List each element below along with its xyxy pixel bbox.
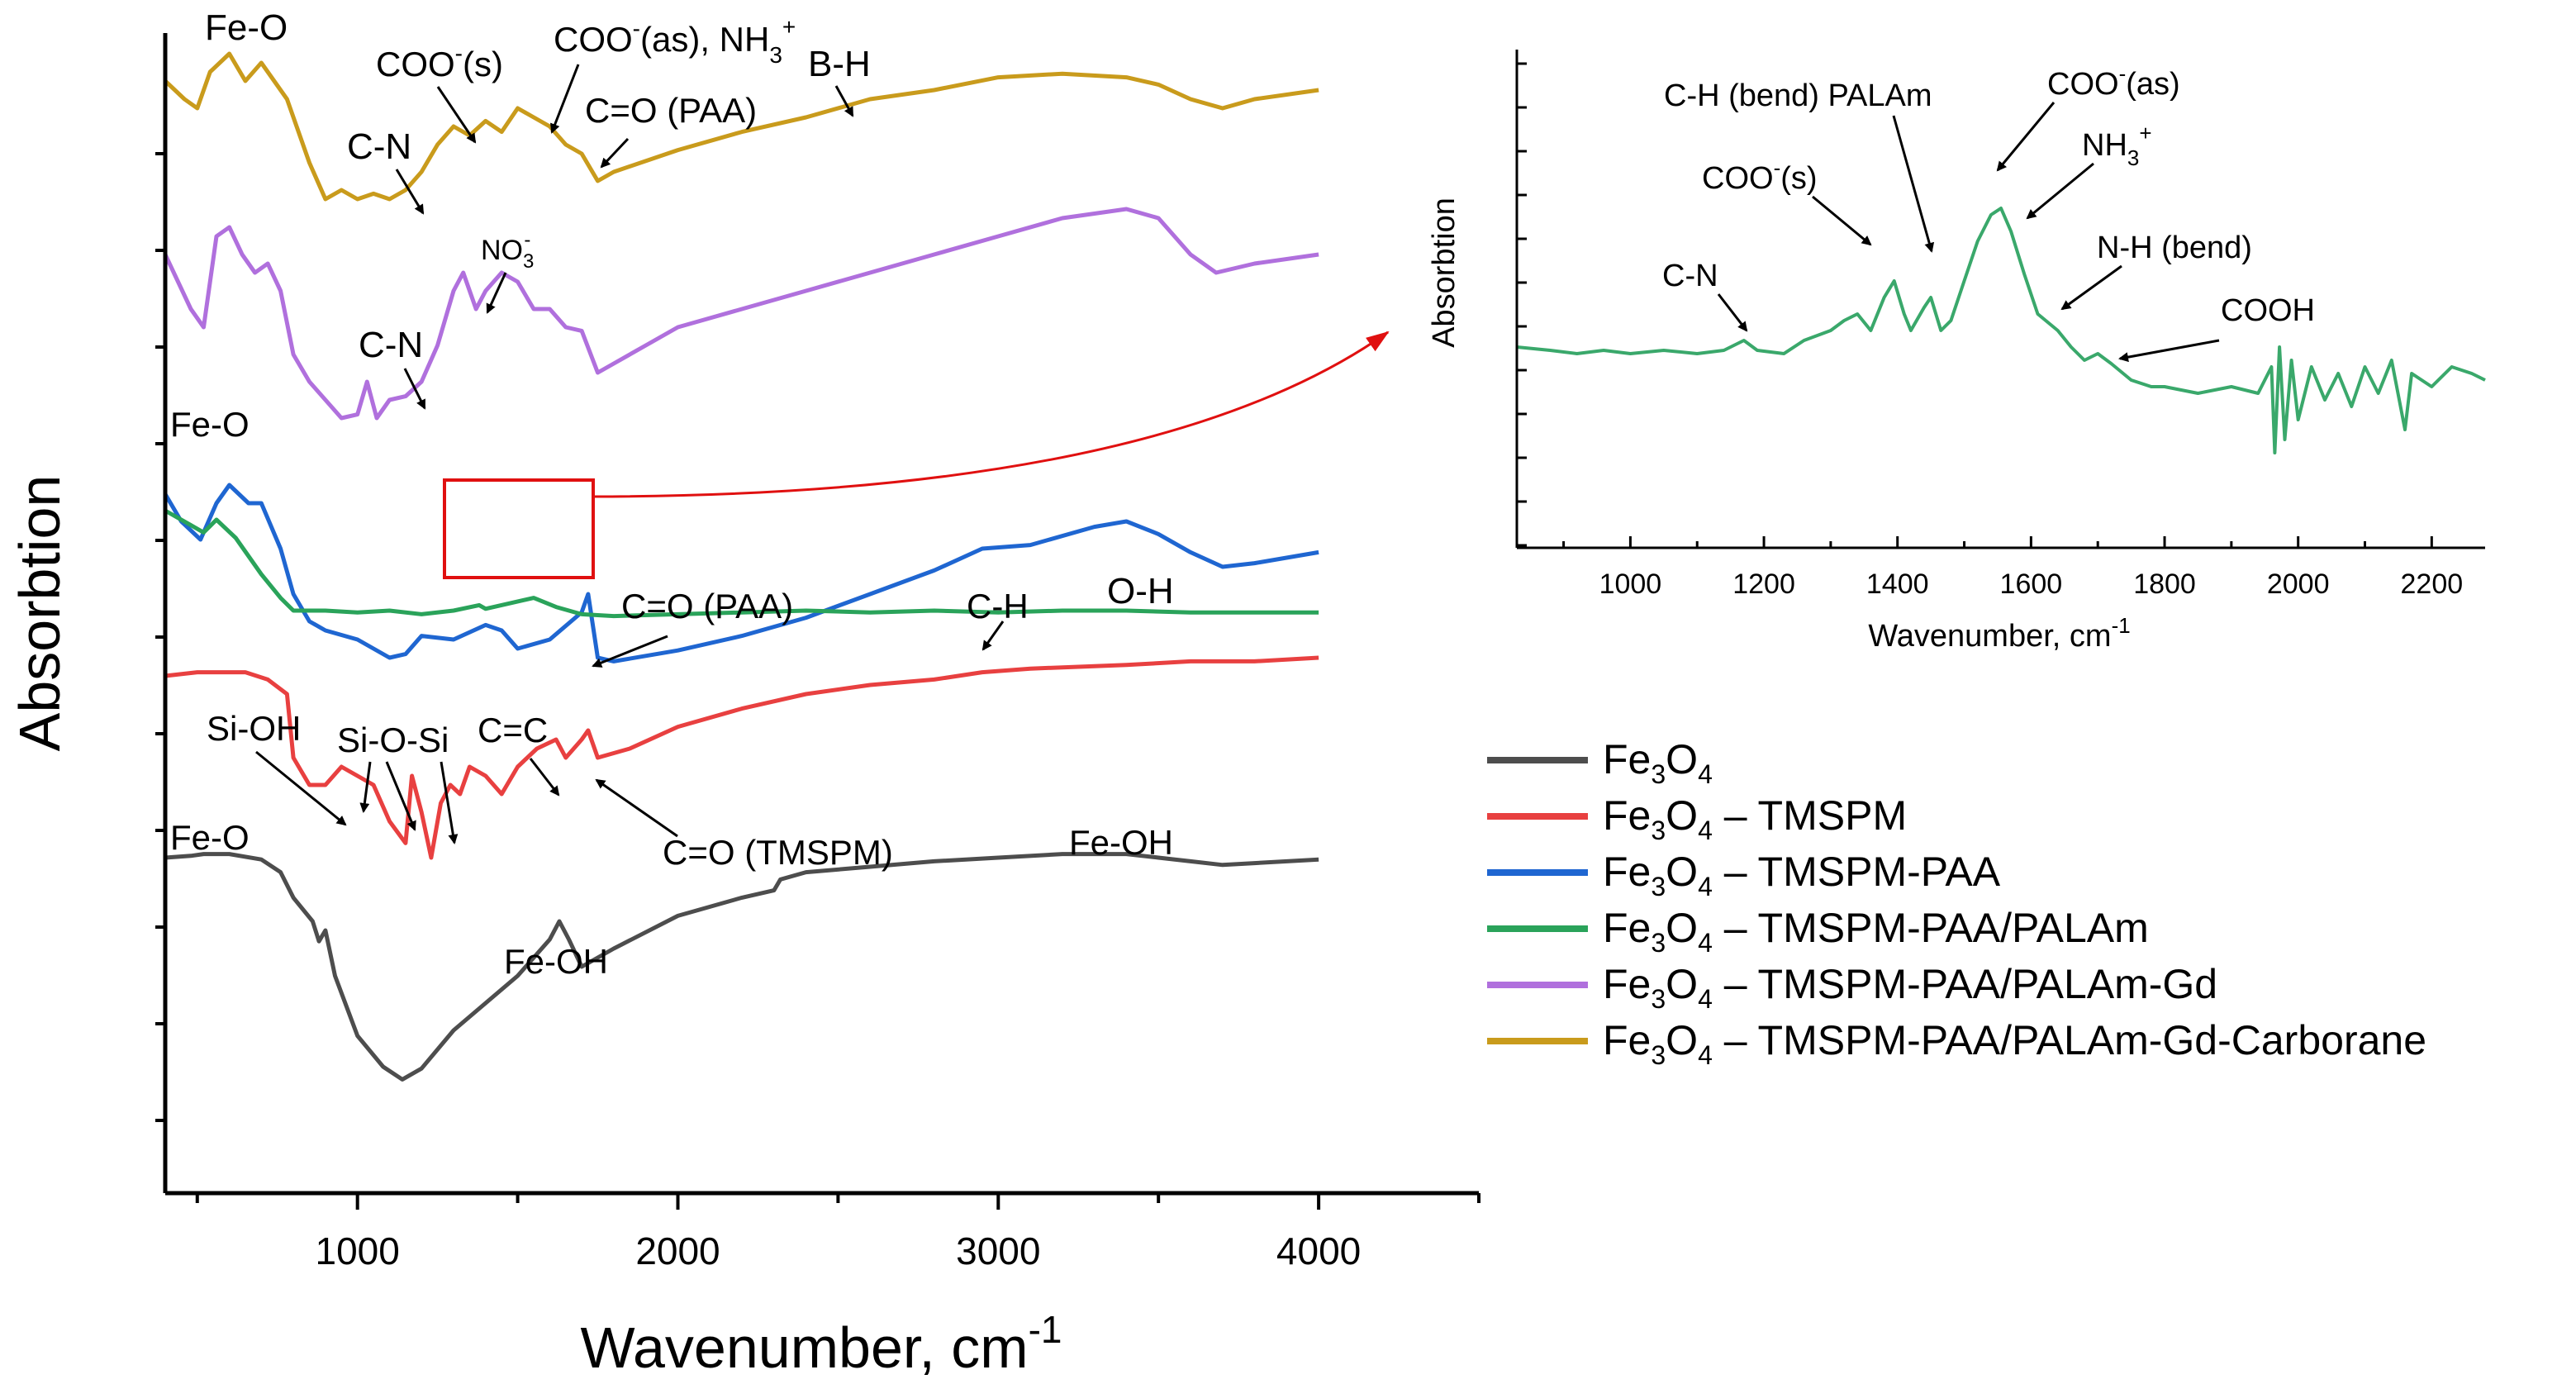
annotation-b-h: B-H (808, 44, 871, 84)
inset-arrow-n-h-bend (2060, 264, 2122, 311)
inset-chart: 1000 1200 1400 1600 1800 2000 2200 Wavenumber,… (1427, 50, 2486, 654)
inset-x-tick-label: 2000 (2267, 568, 2330, 600)
inset-x-ticks: 1000 1200 1400 1600 1800 2000 2200 (1562, 536, 2464, 600)
annotation-c-n-mid: C-N (359, 325, 423, 365)
arrow-c-h (981, 621, 1005, 651)
inset-annotation-n-h-bend: N-H (bend) (2097, 231, 2252, 265)
annotation-fe-oh-right: Fe-OH (1069, 823, 1173, 862)
legend-entry-fe3o4-tmspm-paa-palam-gd-carborane: Fe3O4 – TMSPM-PAA/PALAm-Gd-Carborane (1487, 1017, 2426, 1070)
main-x-tick-label: 1000 (316, 1229, 400, 1272)
arrow-coo-s (436, 86, 477, 144)
main-x-tick-label: 4000 (1276, 1229, 1361, 1272)
inset-x-tick-label: 1000 (1599, 568, 1662, 600)
inset-arrow-cooh (2118, 339, 2220, 363)
series-line-fe3o4-tmspm-paa (163, 483, 1319, 663)
annotation-fe-oh-mid: Fe-OH (504, 942, 608, 981)
main-x-ticks: 1000 2000 3000 4000 (195, 1193, 1480, 1272)
arrow-si-oh-1 (255, 750, 347, 826)
inset-x-axis-label: Wavenumber, cm-1 (1868, 613, 2130, 654)
annotation-c-n-top: C-N (347, 126, 411, 167)
inset-annotation-c-h-bend: C-H (bend) PALAm (1664, 78, 1932, 113)
legend-entry-fe3o4-tmspm-paa-palam: Fe3O4 – TMSPM-PAA/PALAm (1487, 905, 2149, 958)
legend-label: Fe3O4 – TMSPM-PAA/PALAm-Gd-Carborane (1603, 1017, 2426, 1070)
arrow-si-o-si-3 (440, 761, 459, 844)
series-line-fe3o4 (164, 852, 1319, 1082)
inset-y-ticks (1517, 62, 1527, 547)
annotation-fe-o-mid: Fe-O (170, 405, 250, 444)
inset-annotation-nh3: NH3+ (2082, 121, 2152, 170)
main-y-ticks (155, 152, 165, 1122)
annotation-coo-s: COO-(s) (376, 40, 503, 83)
main-x-tick-label: 3000 (956, 1229, 1040, 1272)
series-line-fe3o4-tmspm-paa-palam (164, 508, 1319, 619)
series-line-fe3o4-tmspm-paa-palam-gd (163, 207, 1319, 421)
legend-label: Fe3O4 – TMSPM-PAA (1603, 849, 2001, 901)
annotation-si-oh: Si-OH (207, 709, 301, 748)
annotation-co-paa-mid: C=O (PAA) (621, 587, 793, 625)
annotation-fe-o-top: Fe-O (205, 7, 288, 48)
legend-label: Fe3O4 – TMSPM-PAA/PALAm (1603, 905, 2149, 958)
series-line-fe3o4-tmspm (164, 655, 1319, 860)
arrow-c-c (529, 758, 560, 797)
legend-label: Fe3O4 (1603, 736, 1713, 789)
series-line-fe3o4-tmspm-paa-palam-gd-carborane (164, 51, 1319, 202)
arrow-c-n-top (395, 169, 425, 215)
inset-annotation-c-n: C-N (1662, 259, 1718, 293)
zoom-highlight-box (443, 478, 595, 579)
annotation-c-c: C=C (478, 711, 548, 749)
inset-x-tick-label: 2200 (2401, 568, 2464, 600)
legend-entry-fe3o4: Fe3O4 (1487, 736, 1713, 789)
inset-arrow-nh3 (2026, 162, 2094, 220)
inset-annotation-coo-as: COO-(as) (2047, 61, 2180, 102)
inset-arrow-c-n (1717, 293, 1748, 332)
inset-x-tick-label: 1400 (1866, 568, 1929, 600)
zoom-arrow (592, 331, 1390, 498)
inset-x-tick-label: 1600 (2000, 568, 2063, 600)
inset-y-axis-label: Absorbtion (1427, 197, 1461, 348)
annotation-no3: NO3- (481, 229, 534, 273)
arrow-coo-as (550, 64, 580, 134)
arrow-b-h (834, 85, 854, 117)
main-series-group (163, 51, 1319, 1082)
legend-entry-fe3o4-tmspm-paa-palam-gd: Fe3O4 – TMSPM-PAA/PALAm-Gd (1487, 961, 2217, 1014)
main-y-axis-label: Absorbtion (7, 475, 72, 752)
main-x-axis-label: Wavenumber, cm-1 (581, 1308, 1062, 1380)
legend-entry-fe3o4-tmspm: Fe3O4 – TMSPM (1487, 792, 1907, 845)
arrow-no3 (486, 272, 507, 314)
main-annotations: Fe-O COO-(s) COO-(as), NH3+ B-H C=O (PAA… (170, 7, 1174, 981)
main-x-tick-label: 2000 (635, 1229, 720, 1272)
inset-x-tick-label: 1200 (1732, 568, 1795, 600)
arrow-co-paa-top (600, 137, 630, 169)
legend: Fe3O4 Fe3O4 – TMSPM Fe3O4 – TMSPM-PAA Fe… (1487, 736, 2426, 1070)
annotation-co-paa-top: C=O (PAA) (585, 91, 757, 130)
arrow-co-paa-mid (592, 635, 668, 668)
inset-series-line (1516, 207, 2486, 454)
arrow-c-n-mid (403, 368, 426, 410)
inset-annotations: C-H (bend) PALAm COO-(as) NH3+ COO-(s) C… (1662, 61, 2315, 363)
inset-annotation-cooh: COOH (2221, 293, 2315, 328)
legend-label: Fe3O4 – TMSPM (1603, 792, 1907, 845)
arrow-si-o-si-2 (385, 761, 416, 831)
legend-entry-fe3o4-tmspm-paa: Fe3O4 – TMSPM-PAA (1487, 849, 2001, 901)
annotation-si-o-si: Si-O-Si (337, 721, 449, 759)
annotation-c-h: C-H (967, 587, 1029, 625)
inset-annotation-coo-s: COO-(s) (1702, 155, 1818, 196)
inset-series-group (1516, 207, 2486, 454)
main-chart: 1000 2000 3000 4000 Wavenumber, cm-1 Absorb… (7, 7, 1480, 1380)
arrow-si-o-si-1 (359, 761, 372, 813)
inset-arrow-c-h-bend (1892, 115, 1935, 253)
inset-x-tick-label: 1800 (2133, 568, 2196, 600)
annotation-coo-as-nh3: COO-(as), NH3+ (554, 14, 796, 68)
arrow-co-tmspm (595, 778, 678, 838)
annotation-o-h: O-H (1107, 571, 1174, 611)
annotation-co-tmspm: C=O (TMSPM) (663, 833, 893, 872)
legend-label: Fe3O4 – TMSPM-PAA/PALAm-Gd (1603, 961, 2217, 1014)
inset-arrow-coo-as (1996, 102, 2056, 172)
annotation-fe-o-bottom: Fe-O (170, 818, 250, 857)
inset-arrow-coo-s (1812, 195, 1872, 246)
